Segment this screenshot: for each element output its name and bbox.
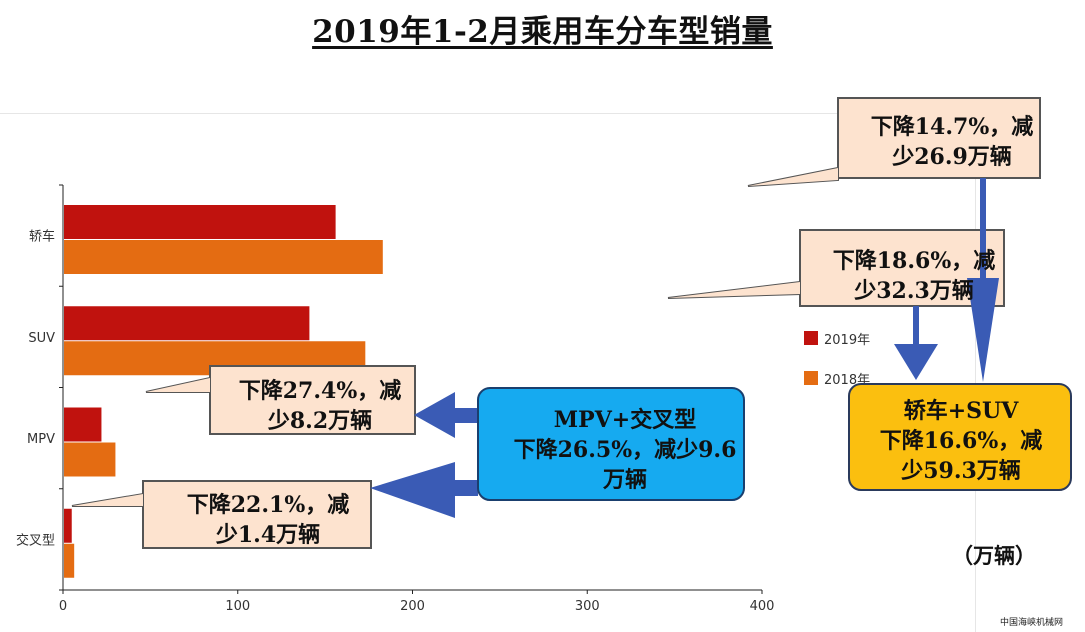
legend-label: 2019年 <box>824 333 870 348</box>
callout-sedan-suv: 轿车+SUV 下降16.6%，减 少59.3万辆 <box>850 396 1072 486</box>
bar-2018 <box>64 442 116 477</box>
panel-border-right <box>975 113 976 632</box>
bar-2019 <box>64 205 336 239</box>
mpv-cross-summary-box <box>477 387 745 501</box>
arrow-suv-head <box>894 344 938 380</box>
callout-sedan-suv-line1: 轿车+SUV <box>903 398 1019 424</box>
bar-2018 <box>64 543 75 578</box>
callout-cross-line1: 下降22.1%，减 <box>186 492 350 518</box>
x-tick-label: 0 <box>59 599 67 614</box>
callout-cross: 下降22.1%，减 少1.4万辆 <box>158 490 378 550</box>
legend-swatch <box>804 331 818 345</box>
arrow-to-mpv <box>414 392 478 438</box>
unit-label: （万辆） <box>952 543 1036 568</box>
callout-suv-line2: 少32.3万辆 <box>854 278 974 304</box>
chart-annotations <box>71 97 1072 549</box>
y-tick-label: SUV <box>28 331 55 346</box>
callout-mpv-shape-box <box>209 365 416 435</box>
callout-mpv-line1: 下降27.4%，减 <box>238 378 402 404</box>
callout-mpv-cross-line2: 下降26.5%，减少9.6 <box>513 437 737 463</box>
bar-2019 <box>64 508 72 543</box>
callout-cross-shape-box <box>142 480 372 549</box>
y-tick-label: MPV <box>27 432 55 447</box>
callout-mpv-cross: MPV+交叉型 下降26.5%，减少9.6 万辆 <box>480 405 770 495</box>
arrow-sedan-shaft <box>980 178 986 278</box>
y-tick-label: 交叉型 <box>16 532 55 548</box>
chart-axes: 0 100 200 300 400 轿车 SUV MPV 交叉型 <box>16 184 775 614</box>
sedan-suv-summary-box <box>848 383 1072 491</box>
panel-border-top <box>0 113 975 114</box>
x-tick-label: 300 <box>575 599 600 614</box>
chart-title: 2019年1-2月乘用车分车型销量 <box>312 14 773 50</box>
callout-sedan-shape-seam <box>748 168 838 186</box>
callout-sedan-line1: 下降14.7%，减 <box>870 114 1034 140</box>
arrow-sedan-head <box>967 278 999 382</box>
y-tick-label: 轿车 <box>29 229 55 245</box>
arrow-suv-shaft <box>913 306 919 344</box>
callout-sedan: 下降14.7%，减 少26.9万辆 <box>846 112 1058 172</box>
callout-sedan-line2: 少26.9万辆 <box>892 144 1012 170</box>
x-tick-label: 400 <box>750 599 775 614</box>
x-tick-label: 100 <box>225 599 250 614</box>
bar-2019 <box>64 306 310 341</box>
callout-mpv: 下降27.4%，减 少8.2万辆 <box>222 376 418 436</box>
arrow-to-cross <box>370 462 478 518</box>
callout-mpv-line2: 少8.2万辆 <box>267 408 373 434</box>
callout-sedan-suv-line3: 少59.3万辆 <box>901 458 1021 484</box>
callout-mpv-shape-seam <box>146 378 210 392</box>
x-tick-label: 200 <box>400 599 425 614</box>
callout-suv-line1: 下降18.6%，减 <box>832 248 996 274</box>
callout-sedan-suv-line2: 下降16.6%，减 <box>879 428 1043 454</box>
callout-sedan-shape-box <box>837 97 1041 179</box>
callout-cross-shape-seam <box>72 494 143 506</box>
callout-cross-line2: 少1.4万辆 <box>215 522 321 548</box>
callout-suv-shape-seam <box>668 282 800 298</box>
bar-2019 <box>64 407 102 442</box>
legend-swatch <box>804 371 818 385</box>
callout-mpv-cross-line3: 万辆 <box>602 467 647 493</box>
callout-mpv-cross-line1: MPV+交叉型 <box>553 407 697 433</box>
callout-suv: 下降18.6%，减 少32.3万辆 <box>808 246 1020 306</box>
bar-2018 <box>64 240 383 274</box>
watermark: 中国海峡机械网 <box>999 618 1063 628</box>
